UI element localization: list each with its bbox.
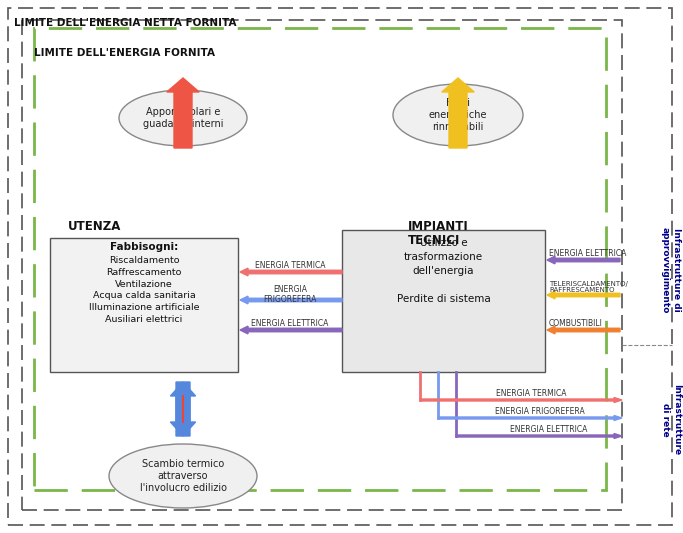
- Ellipse shape: [109, 444, 257, 508]
- FancyArrow shape: [438, 416, 622, 421]
- Text: TELERISCALDAMENTO/
RAFFRESCAMENTO: TELERISCALDAMENTO/ RAFFRESCAMENTO: [549, 281, 628, 294]
- Bar: [50, 238, 238, 372]
- Text: Infrastrutture di
approvvigimento: Infrastrutture di approvvigimento: [661, 227, 681, 313]
- Text: Riscaldamento
Raffrescamento
Ventilazione
Acqua calda sanitaria
Illuminazione ar: Riscaldamento Raffrescamento Ventilazion…: [89, 256, 199, 324]
- Text: ENERGIA ELETTRICA: ENERGIA ELETTRICA: [549, 249, 626, 258]
- Ellipse shape: [393, 84, 523, 146]
- Bar: [34, 28, 606, 490]
- Text: COMBUSTIBILI: COMBUSTIBILI: [549, 319, 603, 328]
- Text: ENERGIA ELETTRICA: ENERGIA ELETTRICA: [510, 425, 587, 434]
- FancyArrow shape: [547, 291, 620, 299]
- Text: Apporti solari e
guadagni interni: Apporti solari e guadagni interni: [143, 107, 223, 129]
- Text: UTENZA: UTENZA: [68, 220, 122, 233]
- FancyArrow shape: [240, 326, 342, 334]
- Text: ENERGIA FRIGOREFERA: ENERGIA FRIGOREFERA: [495, 407, 585, 416]
- FancyArrow shape: [420, 398, 622, 402]
- FancyArrow shape: [547, 256, 620, 264]
- FancyArrow shape: [456, 433, 622, 439]
- Bar: [22, 20, 622, 510]
- FancyArrow shape: [442, 78, 474, 148]
- Text: LIMITE DELL'ENERGIA NETTA FORNITA: LIMITE DELL'ENERGIA NETTA FORNITA: [14, 18, 236, 28]
- Ellipse shape: [119, 90, 247, 146]
- FancyArrow shape: [240, 268, 342, 276]
- Text: Fonti
energetiche
rinnovabili: Fonti energetiche rinnovabili: [429, 98, 487, 132]
- Text: Scambio termico
attraverso
l'involucro edilizio: Scambio termico attraverso l'involucro e…: [139, 458, 227, 494]
- FancyArrow shape: [167, 78, 199, 148]
- Text: ENERGIA
FRIGOREFERA: ENERGIA FRIGOREFERA: [264, 285, 317, 304]
- Bar: [342, 230, 545, 372]
- FancyArrow shape: [240, 296, 342, 304]
- Text: IMPIANTI
TECNICI: IMPIANTI TECNICI: [408, 220, 469, 247]
- FancyArrow shape: [170, 382, 195, 436]
- Text: Fabbisogni:: Fabbisogni:: [110, 242, 178, 252]
- Text: Utilizzo e
trasformazione
dell'energia

Perdite di sistema: Utilizzo e trasformazione dell'energia P…: [397, 238, 490, 304]
- Text: ENERGIA TERMICA: ENERGIA TERMICA: [496, 389, 566, 398]
- FancyArrow shape: [547, 326, 620, 334]
- FancyArrow shape: [170, 382, 195, 436]
- Text: ENERGIA ELETTRICA: ENERGIA ELETTRICA: [251, 319, 329, 328]
- Text: Infrastrutture
di rete: Infrastrutture di rete: [661, 384, 681, 456]
- Text: LIMITE DELL'ENERGIA FORNITA: LIMITE DELL'ENERGIA FORNITA: [34, 48, 215, 58]
- Text: ENERGIA TERMICA: ENERGIA TERMICA: [255, 261, 325, 270]
